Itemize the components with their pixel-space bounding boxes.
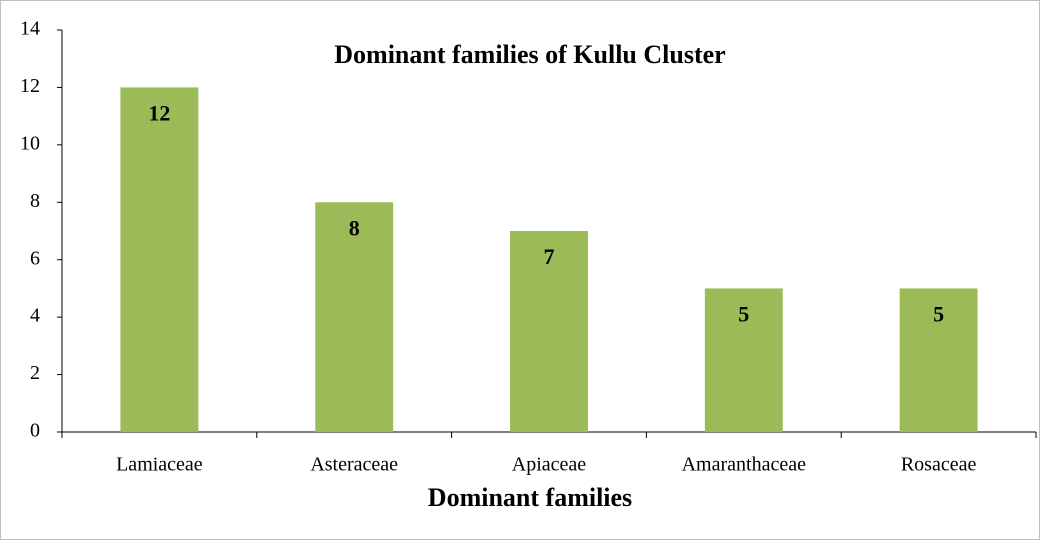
data-label: 7 <box>544 244 555 269</box>
bar <box>315 202 394 432</box>
x-tick-label: Lamiaceae <box>116 454 203 476</box>
data-label: 5 <box>738 301 749 326</box>
y-tick-label: 12 <box>20 75 40 97</box>
data-label: 12 <box>148 100 170 125</box>
bar <box>120 87 199 432</box>
bar <box>704 288 783 432</box>
data-label: 8 <box>349 215 360 240</box>
x-tick-label: Apiaceae <box>512 454 587 476</box>
x-tick-label: Rosaceae <box>901 454 977 476</box>
x-axis-label: Dominant families <box>428 483 632 512</box>
y-tick-label: 8 <box>30 190 40 212</box>
x-tick-label: Amaranthaceae <box>682 454 806 476</box>
bar <box>510 231 588 432</box>
y-tick-label: 2 <box>30 362 40 384</box>
bar <box>899 288 978 432</box>
y-tick-label: 6 <box>30 247 40 269</box>
x-tick-label: Asteraceae <box>310 454 398 476</box>
y-tick-label: 4 <box>30 305 40 327</box>
chart-title: Dominant families of Kullu Cluster <box>334 40 725 69</box>
y-tick-label: 10 <box>20 132 40 154</box>
data-label: 5 <box>933 301 944 326</box>
y-tick-label: 14 <box>20 18 40 40</box>
y-tick-label: 0 <box>30 420 40 442</box>
